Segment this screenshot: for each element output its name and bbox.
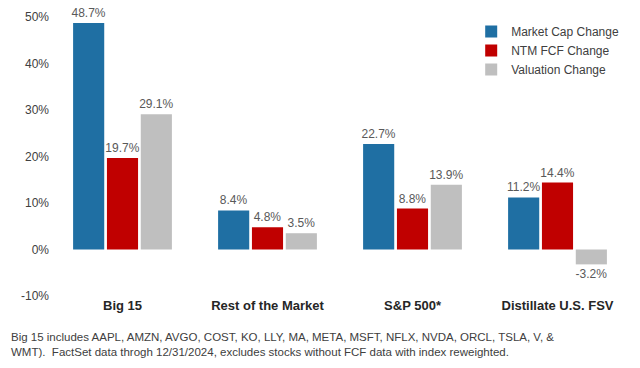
svg-text:50%: 50% bbox=[25, 10, 49, 24]
svg-text:Big 15: Big 15 bbox=[103, 298, 142, 313]
svg-text:-10%: -10% bbox=[21, 289, 49, 303]
svg-text:3.5%: 3.5% bbox=[287, 216, 315, 230]
svg-text:NTM FCF Change: NTM FCF Change bbox=[511, 44, 609, 58]
svg-text:Valuation Change: Valuation Change bbox=[511, 63, 606, 77]
svg-text:29.1%: 29.1% bbox=[139, 97, 173, 111]
svg-text:10%: 10% bbox=[25, 196, 49, 210]
svg-text:13.9%: 13.9% bbox=[429, 168, 463, 182]
svg-text:20%: 20% bbox=[25, 150, 49, 164]
svg-text:4.8%: 4.8% bbox=[254, 210, 282, 224]
svg-text:8.8%: 8.8% bbox=[399, 192, 427, 206]
svg-text:11.2%: 11.2% bbox=[507, 180, 540, 194]
svg-text:-3.2%: -3.2% bbox=[575, 267, 607, 281]
svg-text:8.4%: 8.4% bbox=[220, 193, 248, 207]
svg-text:0%: 0% bbox=[32, 243, 50, 257]
svg-text:Big 15 includes AAPL, AMZN, AV: Big 15 includes AAPL, AMZN, AVGO, COST, … bbox=[11, 331, 554, 358]
svg-text:22.7%: 22.7% bbox=[361, 127, 395, 141]
svg-text:S&P 500*: S&P 500* bbox=[384, 298, 442, 313]
svg-text:Rest of the Market: Rest of the Market bbox=[211, 298, 324, 313]
svg-text:Distillate U.S. FSV: Distillate U.S. FSV bbox=[502, 298, 614, 313]
svg-text:30%: 30% bbox=[25, 103, 49, 117]
svg-text:Market Cap Change: Market Cap Change bbox=[511, 25, 619, 39]
svg-text:14.4%: 14.4% bbox=[540, 166, 574, 180]
svg-text:40%: 40% bbox=[25, 57, 49, 71]
svg-text:19.7%: 19.7% bbox=[105, 141, 139, 155]
svg-text:48.7%: 48.7% bbox=[71, 6, 105, 20]
